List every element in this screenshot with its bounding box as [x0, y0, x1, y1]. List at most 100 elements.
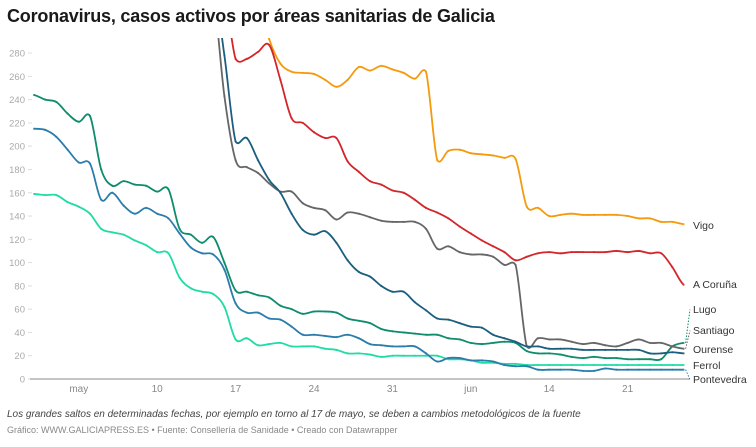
x-tick-label: may [69, 384, 88, 395]
data-point-santiago [592, 341, 596, 345]
data-point-pontevedra [212, 253, 215, 256]
data-point-ferrol [514, 362, 517, 365]
data-point-pontevedra [637, 368, 640, 371]
data-point-lugo [88, 114, 92, 118]
data-point-pontevedra [402, 345, 405, 348]
data-point-santiago [548, 338, 551, 341]
data-point-lugo [245, 290, 248, 293]
data-point-santiago [290, 190, 293, 193]
data-point-a-coruna [581, 251, 584, 254]
x-tick-label: 31 [387, 384, 399, 395]
data-point-santiago [660, 341, 663, 345]
data-point-ourense [514, 340, 517, 343]
data-point-vigo [671, 220, 674, 223]
series-line-vigo [267, 38, 684, 226]
data-point-lugo [536, 352, 540, 355]
data-point-pontevedra [335, 335, 338, 339]
data-point-vigo [436, 159, 439, 162]
data-point-ferrol [32, 192, 36, 196]
data-point-pontevedra [660, 368, 663, 371]
data-point-lugo [335, 311, 338, 314]
series-lines [32, 38, 685, 372]
data-point-vigo [402, 71, 405, 74]
data-point-ferrol [436, 354, 439, 357]
data-point-lugo [503, 340, 506, 343]
data-point-a-coruna [559, 252, 562, 255]
data-point-vigo [503, 156, 506, 159]
data-point-santiago [223, 95, 226, 98]
data-point-ferrol [200, 290, 204, 293]
data-point-pontevedra [447, 356, 450, 360]
data-point-ourense [312, 233, 316, 236]
data-point-vigo [357, 65, 360, 69]
data-point-ourense [615, 348, 618, 351]
data-point-ourense [648, 352, 652, 355]
data-point-ferrol [55, 193, 58, 197]
data-point-ferrol [111, 231, 114, 234]
x-tick-label: 24 [308, 384, 320, 395]
data-point-ferrol [290, 345, 293, 348]
data-point-a-coruna [424, 206, 428, 209]
data-point-ourense [660, 352, 663, 355]
data-point-pontevedra [548, 368, 551, 371]
y-tick-label: 140 [9, 212, 25, 223]
data-point-lugo [447, 337, 450, 340]
data-point-lugo [581, 356, 584, 360]
data-point-ferrol [324, 347, 327, 350]
series-labels: Vigo A Coruña Lugo Santiago Ourense Ferrol Pon… [685, 220, 747, 386]
data-point-ferrol [660, 363, 663, 367]
data-point-a-coruna [604, 251, 607, 254]
data-point-pontevedra [189, 246, 192, 249]
data-point-a-coruna [346, 160, 349, 163]
data-point-lugo [682, 341, 685, 345]
label-connector-lugo [685, 309, 691, 343]
data-point-ferrol [256, 344, 260, 347]
data-point-lugo [122, 180, 125, 183]
data-point-ferrol [234, 338, 237, 341]
data-point-pontevedra [156, 212, 159, 215]
data-point-vigo [615, 213, 618, 216]
data-point-a-coruna [648, 252, 652, 255]
data-point-pontevedra [144, 206, 148, 209]
data-point-vigo [592, 213, 596, 216]
data-point-ferrol [156, 251, 159, 254]
data-point-vigo [581, 213, 584, 216]
data-point-ourense [234, 140, 237, 143]
data-point-vigo [514, 157, 517, 161]
series-line-pontevedra [33, 127, 684, 372]
data-point-ourense [223, 54, 226, 57]
data-point-pontevedra [77, 161, 80, 164]
chart-note: Los grandes saltos en determinadas fecha… [7, 409, 581, 420]
data-point-vigo [570, 212, 573, 215]
data-point-lugo [592, 355, 596, 358]
data-point-lugo [133, 183, 136, 186]
data-point-pontevedra [648, 368, 652, 371]
data-point-santiago [570, 340, 573, 343]
data-point-lugo [178, 227, 181, 230]
y-tick-label: 180 [9, 165, 25, 176]
data-point-vigo [413, 77, 416, 80]
x-tick-label: 17 [230, 384, 242, 395]
data-point-lugo [413, 332, 416, 335]
data-point-pontevedra [514, 365, 517, 368]
data-point-vigo [312, 72, 316, 76]
data-point-ourense [469, 325, 472, 328]
y-tick-label: 120 [9, 235, 25, 246]
data-point-vigo [525, 205, 528, 208]
data-point-ourense [458, 322, 461, 325]
data-point-ourense [637, 348, 640, 351]
data-point-lugo [559, 353, 562, 356]
data-point-ferrol [357, 352, 360, 355]
data-point-ourense [245, 136, 248, 140]
data-point-santiago [256, 171, 260, 175]
data-point-a-coruna [570, 251, 573, 254]
data-point-vigo [324, 78, 327, 81]
data-point-a-coruna [234, 57, 237, 61]
data-point-ferrol [413, 354, 416, 357]
data-point-a-coruna [301, 121, 304, 125]
data-point-lugo [301, 312, 304, 315]
data-point-pontevedra [122, 204, 125, 207]
data-point-ferrol [245, 337, 248, 340]
x-tick-label: 14 [544, 384, 556, 395]
data-point-lugo [32, 93, 36, 97]
